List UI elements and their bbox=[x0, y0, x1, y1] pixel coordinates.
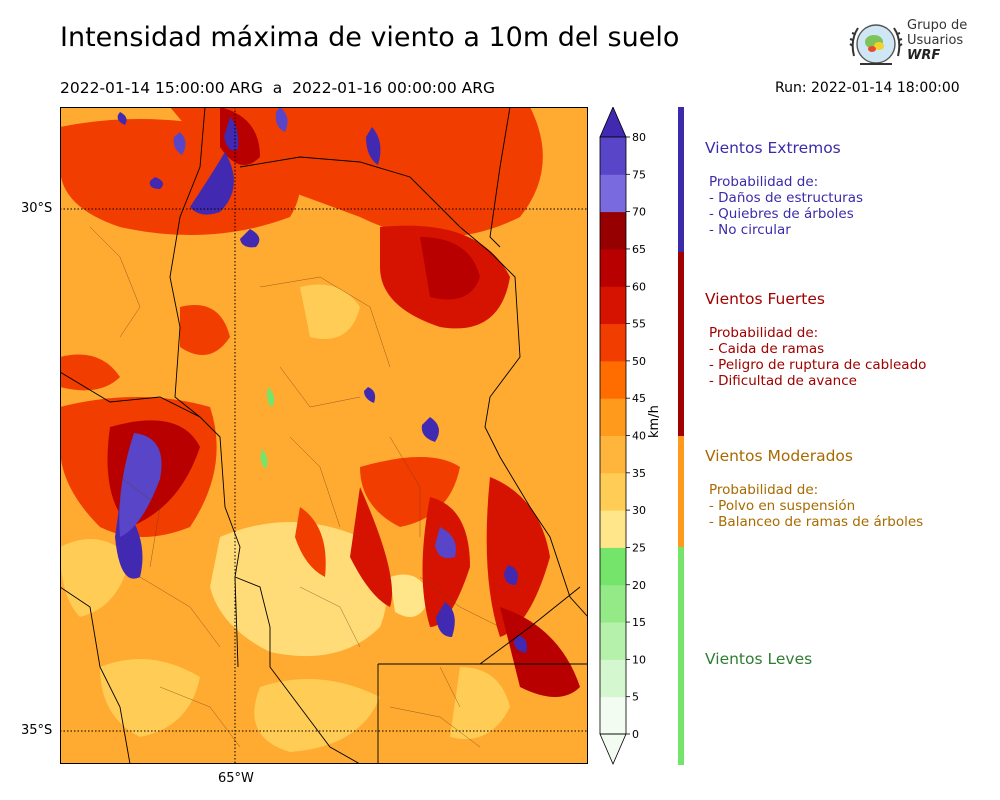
colorbar-segment bbox=[600, 472, 626, 511]
legend-entry: Vientos Extremos Probabilidad de: - Daños … bbox=[705, 139, 863, 238]
colorbar-tick-label: 45 bbox=[632, 392, 646, 405]
colorbar-tick-label: 50 bbox=[632, 355, 646, 368]
colorbar-tick-label: 65 bbox=[632, 243, 646, 256]
logo-line-1: Grupo de bbox=[907, 18, 968, 33]
legend-line: - Daños de estructuras bbox=[709, 190, 864, 206]
legend-description: Probabilidad de: - Polvo en suspensión - B… bbox=[705, 482, 923, 530]
legend-line: - Polvo en suspensión bbox=[709, 498, 856, 514]
legend-line: Probabilidad de: bbox=[709, 482, 819, 498]
colorbar-extend-max bbox=[599, 105, 627, 138]
legend-bar-segment bbox=[678, 547, 684, 765]
legend-line: Probabilidad de: bbox=[709, 174, 819, 190]
colorbar-segment bbox=[600, 659, 626, 698]
wind-field-svg bbox=[60, 107, 588, 764]
legend-title: Vientos Extremos bbox=[705, 139, 841, 157]
colorbar-tick-label: 0 bbox=[632, 728, 639, 741]
colorbar-tick-label: 15 bbox=[632, 616, 646, 629]
colorbar-segment bbox=[600, 622, 626, 660]
colorbar-segment bbox=[600, 510, 626, 548]
colorbar-tick-label: 75 bbox=[632, 168, 646, 181]
run-time: Run: 2022-01-14 18:00:00 bbox=[775, 80, 960, 96]
grupo-usuarios-wrf-logo: Grupo de Usuarios WRF bbox=[848, 16, 970, 74]
legend-title: Vientos Fuertes bbox=[705, 290, 825, 308]
legend-bar-segment bbox=[678, 252, 684, 436]
legend-title: Vientos Leves bbox=[705, 650, 813, 668]
colorbar-segment bbox=[600, 248, 626, 287]
legend-description: Probabilidad de: - Daños de estructuras - … bbox=[705, 174, 863, 238]
legend-line: - Peligro de ruptura de cableado bbox=[709, 357, 927, 373]
lat-label-30s: 30°S bbox=[21, 201, 53, 216]
colorbar-segment bbox=[600, 435, 626, 474]
colorbar-unit: km/h bbox=[647, 405, 662, 438]
colorbar-tick-label: 55 bbox=[632, 318, 646, 331]
legend-title: Vientos Moderados bbox=[705, 447, 853, 465]
colorbar-segment bbox=[600, 323, 626, 362]
colorbar-tick-label: 70 bbox=[632, 206, 646, 219]
colorbar-tick-label: 30 bbox=[632, 504, 646, 517]
colorbar-segment bbox=[600, 174, 626, 213]
logo-line-2: Usuarios bbox=[907, 33, 964, 48]
colorbar-segment bbox=[600, 211, 626, 250]
legend-line: - Quiebres de árboles bbox=[709, 206, 854, 222]
colorbar-segment bbox=[600, 360, 626, 399]
colorbar-segment bbox=[600, 286, 626, 325]
forecast-period: 2022-01-14 15:00:00 ARG a 2022-01-16 00:… bbox=[60, 79, 496, 97]
colorbar-tick-label: 35 bbox=[632, 467, 646, 480]
colorbar-segment bbox=[600, 547, 626, 586]
wind-map bbox=[60, 107, 588, 764]
colorbar-tick-label: 80 bbox=[632, 131, 646, 144]
colorbar-segment bbox=[600, 696, 626, 735]
colorbar-extend-min bbox=[599, 733, 627, 766]
colorbar-tick-label: 40 bbox=[632, 430, 646, 443]
lat-label-35s: 35°S bbox=[21, 723, 53, 738]
graticule bbox=[60, 107, 588, 764]
colorbar-tick-label: 10 bbox=[632, 653, 646, 666]
legend-bar-segment bbox=[678, 436, 684, 547]
colorbar-svg: 0 5 10 15 20 25 30 35 40 45 50 55 60 65 70 75 80 bbox=[599, 105, 646, 766]
wind-field-fill bbox=[60, 107, 580, 752]
globe-logo-icon bbox=[849, 24, 903, 65]
legend-line: - Balanceo de ramas de árboles bbox=[709, 514, 924, 530]
map-frame bbox=[60, 107, 588, 764]
colorbar-tick-label: 60 bbox=[632, 280, 646, 293]
legend-entry: Vientos Moderados Probabilidad de: - Polvo… bbox=[705, 447, 923, 530]
colorbar-segment bbox=[600, 584, 626, 623]
lon-label-65w: 65°W bbox=[218, 771, 254, 786]
colorbar-tick-label: 20 bbox=[632, 579, 646, 592]
logo-line-3: WRF bbox=[907, 48, 941, 63]
legend-line: - Caida de ramas bbox=[709, 341, 825, 357]
colorbar-tick-label: 5 bbox=[632, 691, 639, 704]
colorbar-tick-label: 25 bbox=[632, 541, 646, 554]
legend-entry: Vientos Fuertes Probabilidad de: - Caida d… bbox=[705, 290, 926, 389]
legend-line: - Dificultad de avance bbox=[709, 373, 857, 389]
colorbar-segment bbox=[600, 137, 626, 175]
legend-description: Probabilidad de: - Caida de ramas - Peligr… bbox=[705, 325, 926, 389]
legend-line: - No circular bbox=[709, 222, 791, 238]
colorbar-segment bbox=[600, 398, 626, 436]
legend-bar-segment bbox=[678, 107, 684, 252]
map-title: Intensidad máxima de viento a 10m del su… bbox=[60, 22, 680, 53]
legend-line: Probabilidad de: bbox=[709, 325, 819, 341]
legend-entry: Vientos Leves bbox=[705, 650, 812, 668]
colorbar: 0 5 10 15 20 25 30 35 40 45 50 55 60 65 70 75 80 bbox=[598, 105, 658, 767]
